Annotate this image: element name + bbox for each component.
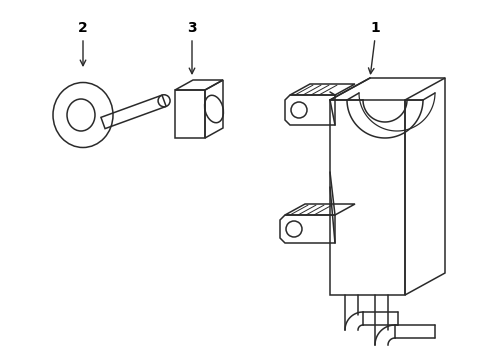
Text: 2: 2 <box>78 21 88 35</box>
Text: 3: 3 <box>187 21 196 35</box>
Text: 1: 1 <box>369 21 379 35</box>
